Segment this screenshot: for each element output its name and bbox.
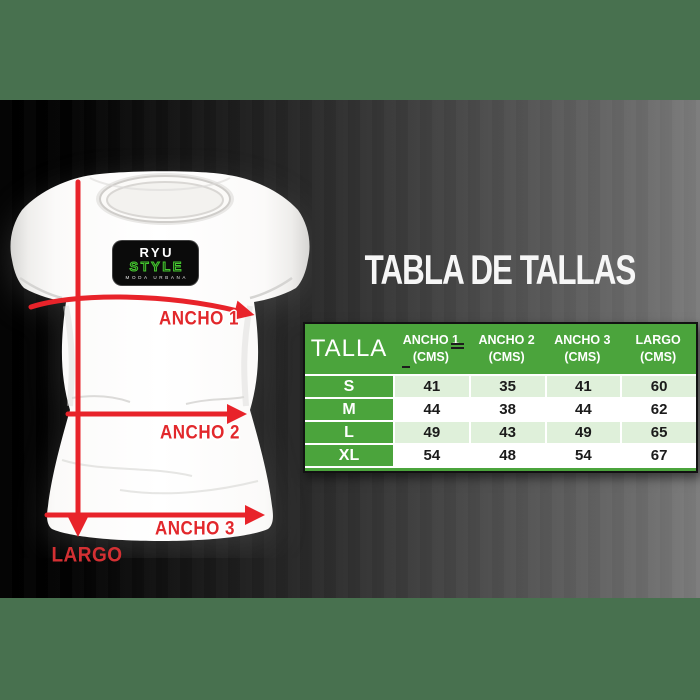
- header-ancho2-unit: (CMS): [488, 350, 525, 364]
- brand-name: RYU: [139, 244, 174, 260]
- size-cell: L: [305, 420, 393, 443]
- header-ancho3-name: ANCHO 3: [554, 333, 611, 348]
- value-cell: 49: [544, 420, 621, 443]
- artifact-mark: [402, 366, 410, 368]
- header-largo-unit: (CMS): [640, 350, 677, 364]
- header-largo-name: LARGO: [635, 333, 681, 348]
- header-ancho3: ANCHO 3 (CMS): [544, 324, 621, 374]
- ancho3-label: ANCHO 3: [154, 517, 235, 540]
- bottom-green-band: [0, 598, 700, 700]
- value-cell: 49: [393, 420, 469, 443]
- table-footer-strip: [305, 466, 696, 471]
- value-cell: 54: [544, 443, 621, 466]
- table-row-s: S 41 35 41 60: [305, 374, 696, 397]
- table-row-l: L 49 43 49 65: [305, 420, 696, 443]
- brand-style-text: STYLE: [129, 258, 184, 274]
- size-cell: S: [305, 374, 393, 397]
- header-largo: LARGO (CMS): [620, 324, 696, 374]
- brand-patch: RYU STYLE MODA URBANA: [112, 240, 199, 286]
- brand-tagline: MODA URBANA: [125, 274, 189, 280]
- value-cell: 35: [468, 374, 545, 397]
- table-row-xl: XL 54 48 54 67: [305, 443, 696, 466]
- table-row-m: M 44 38 44 62: [305, 397, 696, 420]
- page-title: TABLA DE TALLAS: [364, 246, 637, 293]
- value-cell: 44: [544, 397, 621, 420]
- size-cell: XL: [305, 443, 393, 466]
- right-sleeve-hem: [249, 276, 293, 300]
- size-table: TALLA ANCHO 1 (CMS) ANCHO 2 (CMS) ANCHO …: [303, 322, 698, 473]
- table-header-row: TALLA ANCHO 1 (CMS) ANCHO 2 (CMS) ANCHO …: [305, 324, 696, 374]
- largo-label: LARGO: [51, 543, 123, 568]
- header-ancho2-name: ANCHO 2: [478, 333, 535, 348]
- collar-inner: [106, 181, 224, 219]
- size-cell: M: [305, 397, 393, 420]
- value-cell: 44: [393, 397, 469, 420]
- value-cell: 48: [468, 443, 545, 466]
- value-cell: 54: [393, 443, 469, 466]
- ancho2-label: ANCHO 2: [159, 421, 240, 444]
- top-green-band: [0, 0, 700, 100]
- header-ancho2: ANCHO 2 (CMS): [468, 324, 545, 374]
- ancho1-arrow: [28, 294, 255, 321]
- artifact-mark: [450, 343, 464, 345]
- header-ancho1: ANCHO 1 (CMS): [393, 324, 469, 374]
- value-cell: 41: [393, 374, 469, 397]
- header-ancho3-unit: (CMS): [564, 350, 601, 364]
- value-cell: 67: [620, 443, 696, 466]
- value-cell: 65: [620, 420, 696, 443]
- value-cell: 62: [620, 397, 696, 420]
- header-talla: TALLA: [305, 324, 393, 374]
- tshirt-body: [10, 171, 310, 541]
- tshirt-body-group: [10, 171, 310, 541]
- value-cell: 43: [468, 420, 545, 443]
- value-cell: 38: [468, 397, 545, 420]
- header-ancho1-name: ANCHO 1: [402, 333, 459, 348]
- ancho1-label: ANCHO 1: [158, 307, 239, 330]
- value-cell: 60: [620, 374, 696, 397]
- left-sleeve-hem: [19, 276, 63, 300]
- value-cell: 41: [544, 374, 621, 397]
- header-ancho1-unit: (CMS): [412, 350, 449, 364]
- tshirt-illustration: [10, 171, 310, 541]
- measurement-arrows: [28, 179, 265, 537]
